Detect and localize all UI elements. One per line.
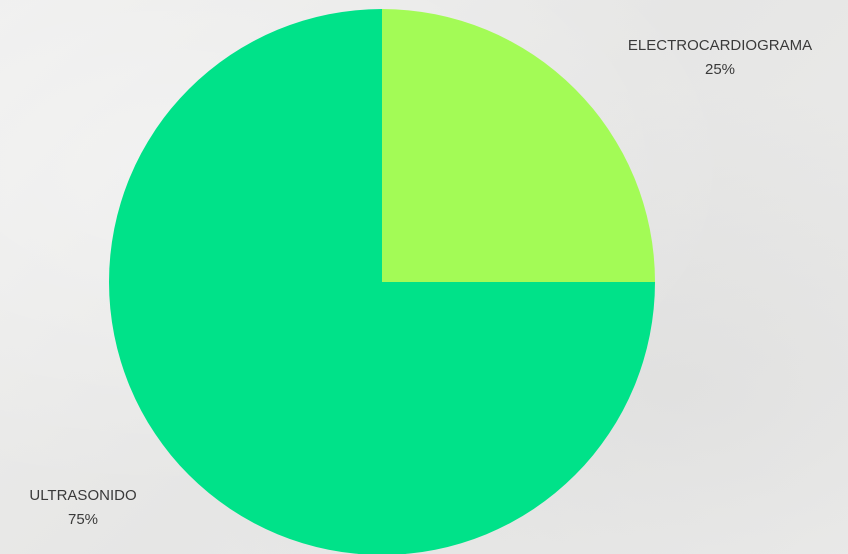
slice-label-electrocardiograma: ELECTROCARDIOGRAMA 25% [585,34,848,82]
pie-slice-ultrasonido [109,9,655,554]
slice-name-ultrasonido: ULTRASONIDO [29,487,137,504]
slice-percent-ultrasonido: 75% [67,511,99,528]
slice-percent-electrocardiograma: 25% [704,61,736,78]
slice-label-ultrasonido: ULTRASONIDO 75% [0,484,166,532]
slice-name-electrocardiograma: ELECTROCARDIOGRAMA [627,37,813,54]
pie-slice-electrocardiograma [382,9,655,282]
